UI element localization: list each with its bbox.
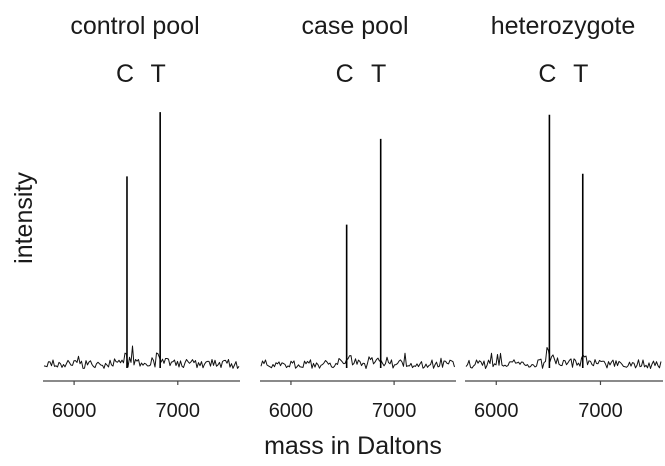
peak-label-c: C bbox=[116, 60, 134, 88]
panel-3: heterozygote 6000 7000 C T bbox=[465, 12, 663, 422]
x-tick-label: 6000 bbox=[474, 400, 519, 422]
peak-label-t: T bbox=[151, 60, 166, 88]
x-tick-label: 7000 bbox=[156, 400, 201, 422]
x-tick-label: 6000 bbox=[269, 400, 314, 422]
panel-title: case pool bbox=[301, 12, 408, 40]
peak-label-t: T bbox=[371, 60, 386, 88]
x-tick-label: 6000 bbox=[52, 400, 97, 422]
peak-label-c: C bbox=[538, 60, 556, 88]
x-axis-label: mass in Daltons bbox=[264, 432, 442, 460]
spectrum-trace bbox=[465, 347, 662, 369]
spectrum-trace bbox=[43, 345, 240, 369]
panel-title: control pool bbox=[70, 12, 199, 40]
x-tick-label: 7000 bbox=[372, 400, 417, 422]
panel-2: case pool 6000 7000 C T bbox=[260, 12, 456, 422]
y-axis-label: intensity bbox=[10, 172, 38, 264]
peak-label-t: T bbox=[573, 60, 588, 88]
panel-1: control pool 6000 7000 C T bbox=[43, 12, 240, 422]
spectrum-trace bbox=[260, 352, 455, 369]
peak-label-c: C bbox=[336, 60, 354, 88]
x-tick-label: 7000 bbox=[578, 400, 623, 422]
panel-title: heterozygote bbox=[491, 12, 636, 40]
